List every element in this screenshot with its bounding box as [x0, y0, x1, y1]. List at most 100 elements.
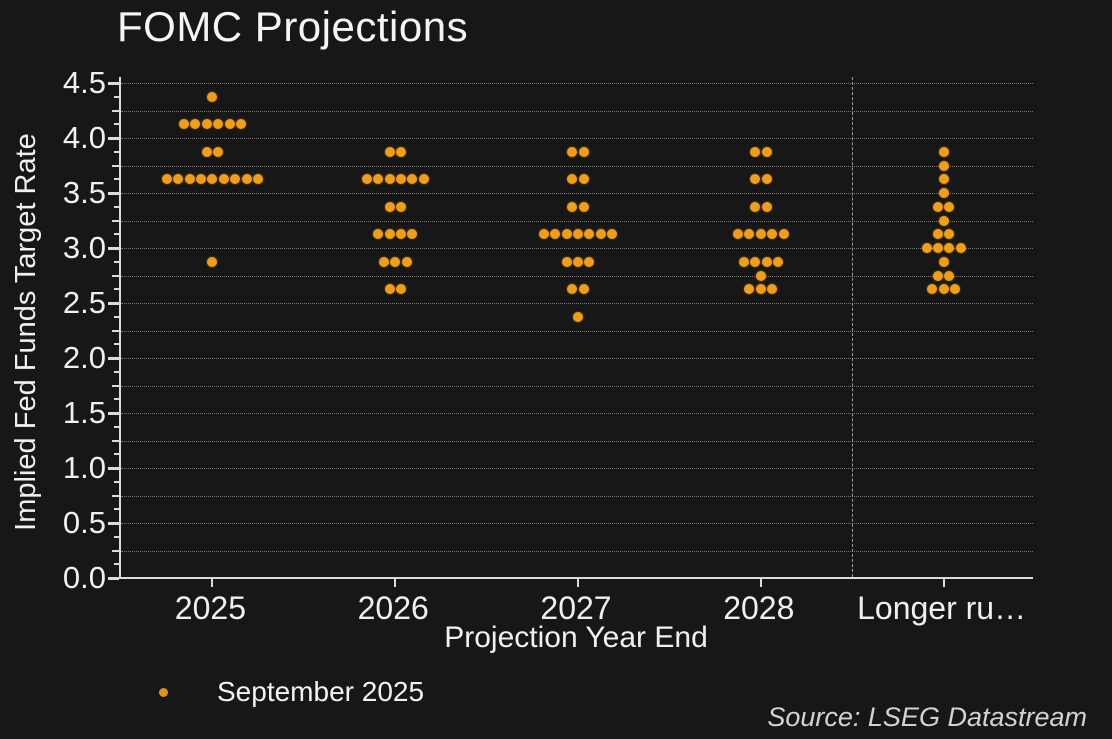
x-axis-tick-label: 2026	[357, 590, 429, 626]
y-axis-tick	[108, 356, 119, 360]
y-axis-tick-label: 2.5	[62, 285, 106, 320]
projection-dot	[761, 146, 772, 157]
projection-dot	[224, 119, 235, 130]
projection-dot	[161, 174, 172, 185]
y-axis-tick	[114, 480, 119, 483]
y-axis-tick	[108, 301, 119, 305]
y-axis-tick-label: 0.5	[62, 505, 106, 540]
y-axis-tick-label: 1.5	[62, 395, 106, 430]
chart-title: FOMC Projections	[117, 3, 469, 50]
projection-dot	[567, 284, 578, 295]
projection-dot	[373, 229, 384, 240]
projection-dot	[607, 229, 618, 240]
projection-dot	[595, 229, 606, 240]
projection-dot	[207, 174, 218, 185]
y-axis-tick	[112, 274, 119, 277]
projection-dot	[384, 146, 395, 157]
projection-dot	[584, 229, 595, 240]
y-axis-tick	[114, 178, 119, 181]
projection-dot	[778, 229, 789, 240]
projection-dot	[938, 188, 949, 198]
x-axis-tick	[394, 579, 397, 587]
x-axis-tick-label: 2025	[174, 590, 246, 626]
x-axis-tick	[942, 579, 945, 587]
projection-dot	[384, 229, 395, 240]
y-axis-tick-label: 0.0	[62, 560, 106, 595]
projection-dot	[938, 174, 949, 185]
y-axis-tick	[108, 521, 119, 525]
projection-dot	[944, 243, 955, 253]
projection-dot	[207, 91, 218, 102]
gridline	[121, 275, 1033, 277]
projection-dot	[584, 256, 595, 267]
projection-dot	[178, 119, 189, 130]
projection-dot	[938, 256, 949, 267]
y-axis-tick	[112, 164, 119, 167]
y-axis-tick-label: 2.0	[62, 340, 106, 375]
projection-dot	[950, 284, 960, 295]
projection-dot	[384, 201, 395, 212]
gridline	[121, 358, 1033, 359]
y-axis-tick	[114, 123, 119, 126]
y-axis-tick-label: 4.5	[62, 65, 106, 100]
projection-dot	[235, 119, 246, 130]
y-axis-tick	[114, 315, 119, 318]
projection-dot	[173, 174, 184, 185]
y-axis-tick	[114, 150, 119, 153]
projection-dot	[738, 256, 749, 267]
y-axis-tick	[112, 329, 119, 332]
projection-dot	[207, 256, 218, 267]
projection-dot	[361, 174, 372, 185]
y-axis-tick	[114, 425, 119, 428]
y-axis-tick	[114, 260, 119, 263]
y-axis-tick	[108, 81, 119, 85]
projection-dot	[944, 201, 955, 212]
gridline	[121, 193, 1033, 194]
y-axis-tick	[108, 466, 119, 470]
projection-dot	[938, 146, 949, 157]
gridline	[121, 330, 1033, 332]
projection-dot	[578, 174, 589, 185]
x-axis-tick-label: 2027	[540, 590, 612, 626]
plot-area	[119, 77, 1033, 587]
y-axis-tick	[114, 508, 119, 511]
projection-dot	[944, 229, 955, 240]
projection-dot	[561, 256, 572, 267]
projection-dot	[184, 174, 195, 185]
gridline	[121, 110, 1033, 112]
projection-dot	[750, 256, 761, 267]
projection-dot	[201, 146, 212, 157]
longer-run-separator	[852, 77, 854, 577]
projection-dot	[241, 174, 252, 185]
projection-dot	[750, 146, 761, 157]
projection-dot	[567, 146, 578, 157]
legend-marker-icon	[159, 687, 168, 697]
x-axis-tick	[211, 579, 214, 587]
projection-dot	[213, 119, 224, 130]
gridline	[121, 303, 1033, 304]
projection-dot	[750, 201, 761, 212]
projection-dot	[938, 284, 949, 295]
projection-dot	[395, 174, 406, 185]
y-axis-tick	[114, 288, 119, 291]
y-axis-tick	[108, 411, 119, 415]
projection-dot	[761, 174, 772, 185]
y-axis-tick	[114, 205, 119, 208]
y-axis-tick	[108, 246, 119, 250]
gridline	[121, 550, 1033, 552]
projection-dot	[407, 174, 418, 185]
projection-dot	[938, 215, 949, 226]
projection-dot	[395, 229, 406, 240]
projection-dot	[407, 229, 418, 240]
projection-dot	[755, 229, 766, 240]
projection-dot	[567, 174, 578, 185]
legend: September 2025	[159, 676, 424, 708]
projection-dot	[733, 229, 743, 240]
projection-dot	[395, 201, 406, 212]
projection-dot	[395, 146, 406, 157]
projection-dot	[395, 284, 406, 295]
y-axis-tick	[114, 343, 119, 346]
projection-dot	[573, 311, 583, 322]
projection-dot	[390, 256, 401, 267]
y-axis-tick-label: 3.0	[62, 230, 106, 265]
